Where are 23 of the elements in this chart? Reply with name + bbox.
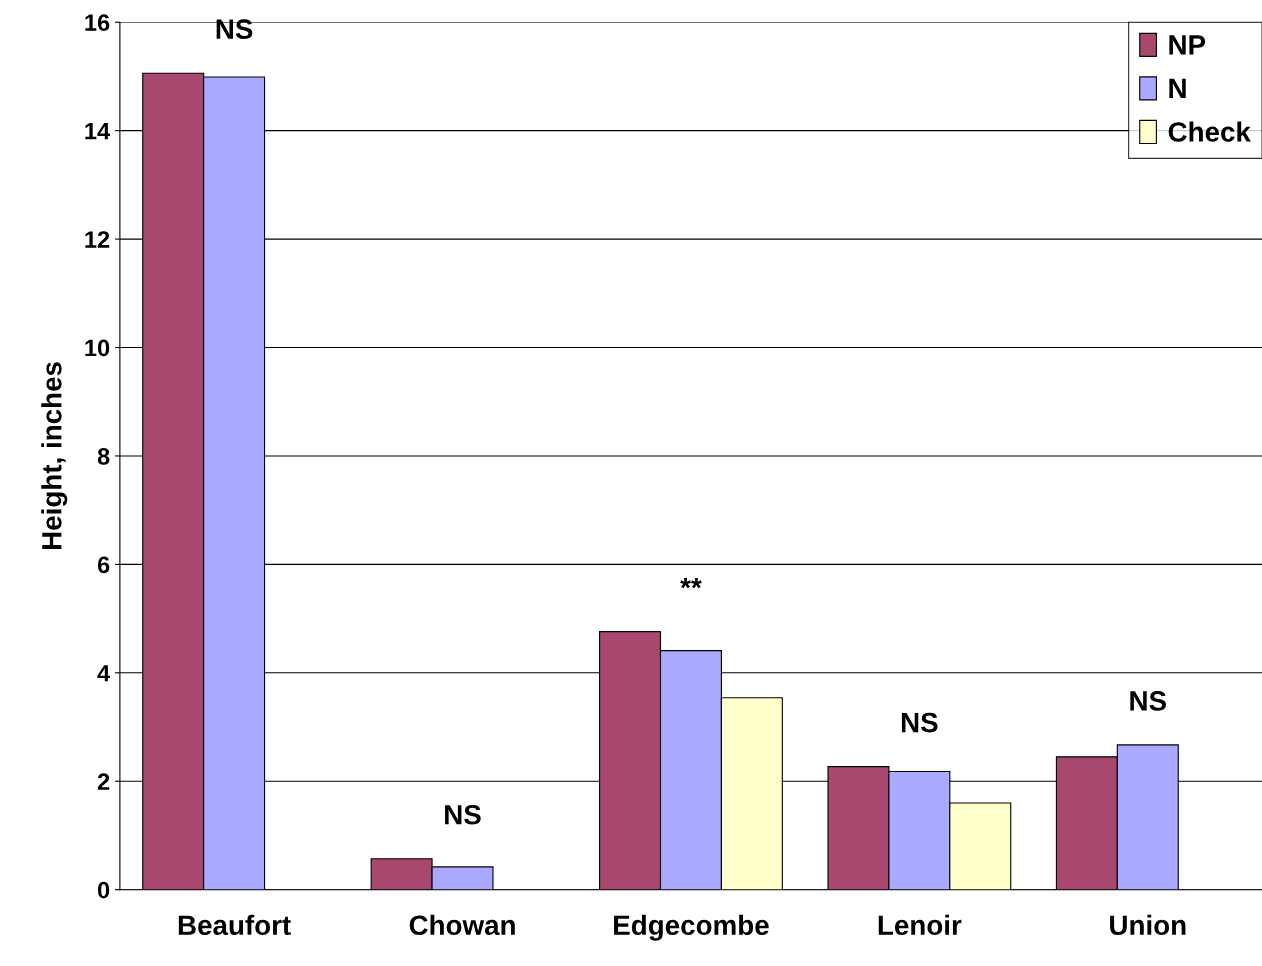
y-tick-label: 14 [85,122,111,140]
x-tick-label: Union [1110,914,1186,936]
y-tick-label: 16 [85,14,110,32]
legend-label: NP [1169,35,1206,55]
x-tick-label: Beaufort [178,914,291,936]
x-tick-label: Chowan [409,914,515,936]
annotation: NS [901,712,938,733]
y-tick-label: 2 [97,773,110,790]
x-tick-label: Edgecombe [614,914,769,941]
y-tick-label: 12 [85,231,110,248]
legend-label: Check [1168,121,1251,142]
y-tick-label: 4 [97,665,111,682]
y-axis-title: Height, inches [41,362,68,550]
x-tick-label: Lenoir [878,914,962,936]
y-tick-label: 10 [85,339,110,357]
y-tick-label: 0 [97,881,110,899]
legend-label: N [1169,78,1186,98]
annotation: NS [216,19,253,39]
y-tick-label: 8 [97,448,110,465]
annotation: ** [680,578,702,589]
annotation: NS [1130,691,1166,711]
y-tick-label: 6 [97,556,110,574]
annotation: NS [445,804,481,825]
